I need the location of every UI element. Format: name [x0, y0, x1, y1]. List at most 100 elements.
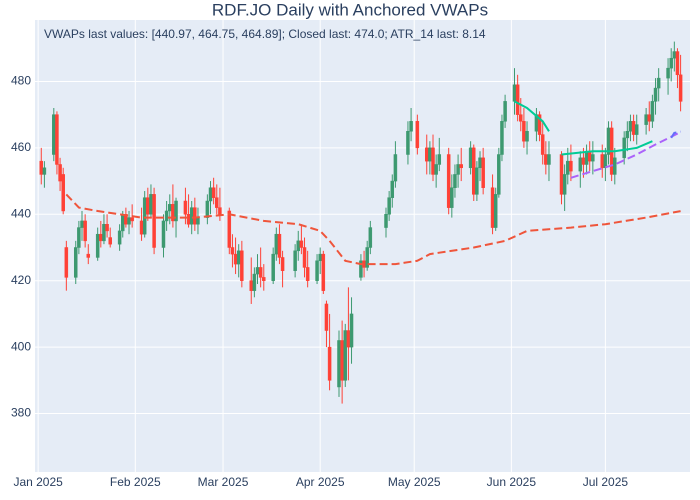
candle-body	[584, 150, 589, 165]
candle-body	[644, 114, 648, 125]
candle-body	[186, 214, 191, 225]
candle-body	[672, 51, 677, 59]
candle-body	[409, 121, 413, 132]
candle-body	[99, 233, 103, 242]
candle-body	[152, 194, 156, 248]
candle-body	[164, 210, 169, 222]
candle-body	[656, 77, 661, 89]
candle-body	[424, 147, 429, 162]
candle-body	[105, 223, 109, 232]
candle-body	[327, 346, 332, 381]
candle-body	[280, 257, 285, 271]
candle-body	[108, 237, 112, 245]
vwap-line	[65, 193, 681, 266]
candle-body	[321, 253, 326, 291]
candle-body	[603, 154, 608, 169]
y-tick-label: 440	[11, 206, 31, 220]
candle-body	[193, 207, 197, 225]
candle-body	[490, 187, 495, 228]
candle-body	[337, 340, 341, 388]
candle-body	[500, 121, 504, 155]
candle-body	[406, 131, 410, 155]
candle-body	[208, 187, 213, 202]
vwap-line	[570, 131, 682, 179]
candle-body	[274, 233, 279, 255]
grid	[35, 20, 690, 472]
candle-body	[434, 164, 438, 175]
candle-body	[653, 87, 658, 102]
candle-body	[236, 250, 241, 265]
candle-body	[324, 303, 329, 331]
candle-body	[428, 147, 432, 162]
candle-body	[215, 197, 219, 208]
y-tick-label: 420	[11, 273, 31, 287]
candle-body	[252, 273, 257, 291]
candle-body	[227, 210, 232, 248]
candle-body	[365, 247, 369, 268]
candle-body	[456, 164, 460, 175]
candle-body	[613, 157, 617, 175]
candle-body	[293, 250, 297, 271]
candle-body	[622, 137, 626, 159]
candle-body	[591, 154, 595, 162]
candle-body	[390, 180, 395, 198]
candle-body	[205, 200, 210, 218]
candle-body	[80, 220, 84, 228]
x-tick-label: Feb 2025	[110, 475, 161, 489]
x-tick-label: Jan 2025	[13, 475, 63, 489]
x-tick-label: Mar 2025	[198, 475, 249, 489]
candle-body	[393, 154, 398, 182]
y-tick-label: 460	[11, 140, 31, 154]
candle-body	[453, 174, 457, 188]
candle-body	[547, 154, 551, 165]
candle-body	[55, 114, 59, 165]
candle-body	[161, 220, 166, 248]
plot-area	[35, 20, 690, 472]
candle-body	[625, 131, 630, 139]
candle-body	[64, 247, 69, 278]
candle-body	[359, 260, 363, 278]
candle-body	[240, 250, 244, 281]
x-tick-label: May 2025	[388, 475, 441, 489]
candle-body	[42, 167, 47, 175]
candle-body	[600, 154, 604, 169]
candle-body	[230, 247, 235, 255]
candle-body	[566, 160, 570, 175]
candle-body	[587, 150, 592, 162]
candle-body	[255, 267, 260, 275]
candle-body	[258, 267, 263, 278]
candle-body	[61, 174, 65, 212]
candle-body	[262, 277, 266, 281]
y-tick-label: 400	[11, 339, 31, 353]
candle-body	[544, 154, 548, 165]
candle-body	[519, 114, 523, 122]
vwap-line	[514, 100, 653, 156]
candle-body	[196, 217, 200, 225]
candle-body	[277, 233, 282, 258]
candle-body	[139, 220, 144, 235]
candle-body	[562, 174, 567, 195]
candle-body	[130, 217, 134, 222]
candle-body	[349, 313, 354, 348]
candle-body	[475, 167, 479, 195]
candle-body	[503, 101, 507, 122]
candle-body	[537, 114, 542, 135]
candle-body	[450, 187, 454, 208]
candle-body	[666, 67, 670, 79]
candle-body	[249, 280, 253, 291]
candle-body	[174, 200, 178, 222]
candle-body	[343, 330, 348, 381]
candle-body	[39, 160, 44, 175]
candle-body	[512, 84, 517, 102]
candle-body	[86, 253, 91, 258]
x-tick-label: Jul 2025	[583, 475, 629, 489]
x-tick-label: Jun 2025	[487, 475, 537, 489]
candle-body	[302, 247, 307, 268]
candle-body	[481, 157, 485, 188]
candle-body	[431, 147, 435, 175]
candle-body	[146, 197, 150, 215]
candle-body	[189, 207, 194, 225]
candle-body	[384, 214, 388, 228]
candle-body	[121, 214, 125, 232]
